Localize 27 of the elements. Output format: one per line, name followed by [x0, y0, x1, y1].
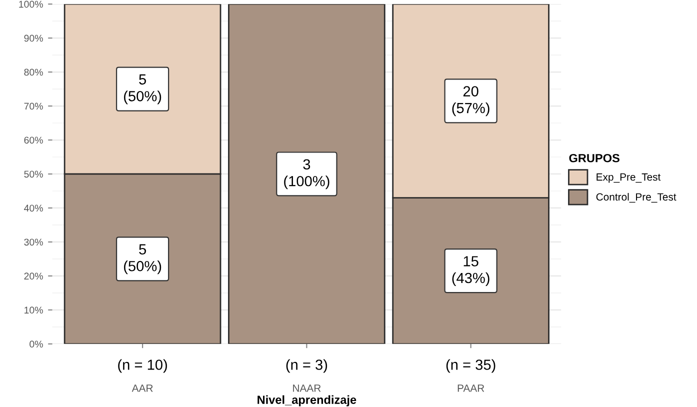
legend-label: Exp_Pre_Test	[596, 173, 661, 183]
y-tick-label: 100%	[19, 0, 43, 8]
data-label: 5 (50%)	[124, 74, 162, 104]
x-tick-label: AAR	[132, 384, 153, 392]
y-tick-label: 90%	[24, 34, 43, 42]
y-tick-label: 40%	[24, 204, 43, 212]
y-tick-label: 60%	[24, 136, 43, 144]
data-label: 15 (43%)	[452, 256, 490, 286]
y-tick-label: 50%	[24, 170, 43, 178]
x-tick-label: PAAR	[458, 384, 484, 392]
text: (n = 35)	[446, 359, 496, 373]
text: (n = 10)	[118, 359, 167, 373]
x-axis-title: Nivel_aprendizaje	[258, 395, 356, 406]
y-tick-label: 10%	[24, 306, 43, 314]
data-label: 3 (100%)	[284, 159, 330, 190]
bar	[228, 4, 386, 344]
y-tick-label: 30%	[24, 238, 43, 246]
x-tick-label: NAAR	[293, 384, 321, 392]
legend-label: Control_Pre_Test	[596, 192, 676, 203]
y-tick-label: 20%	[24, 272, 43, 280]
data-label: 20 (57%)	[452, 86, 490, 116]
y-tick-label: 80%	[24, 68, 43, 76]
data-label: 5 (50%)	[124, 244, 162, 274]
y-tick-label: 70%	[24, 102, 43, 110]
text: (n = 3)	[286, 359, 328, 373]
y-tick-label: 0%	[30, 340, 43, 348]
legend-title: GRUPOS	[569, 154, 620, 162]
